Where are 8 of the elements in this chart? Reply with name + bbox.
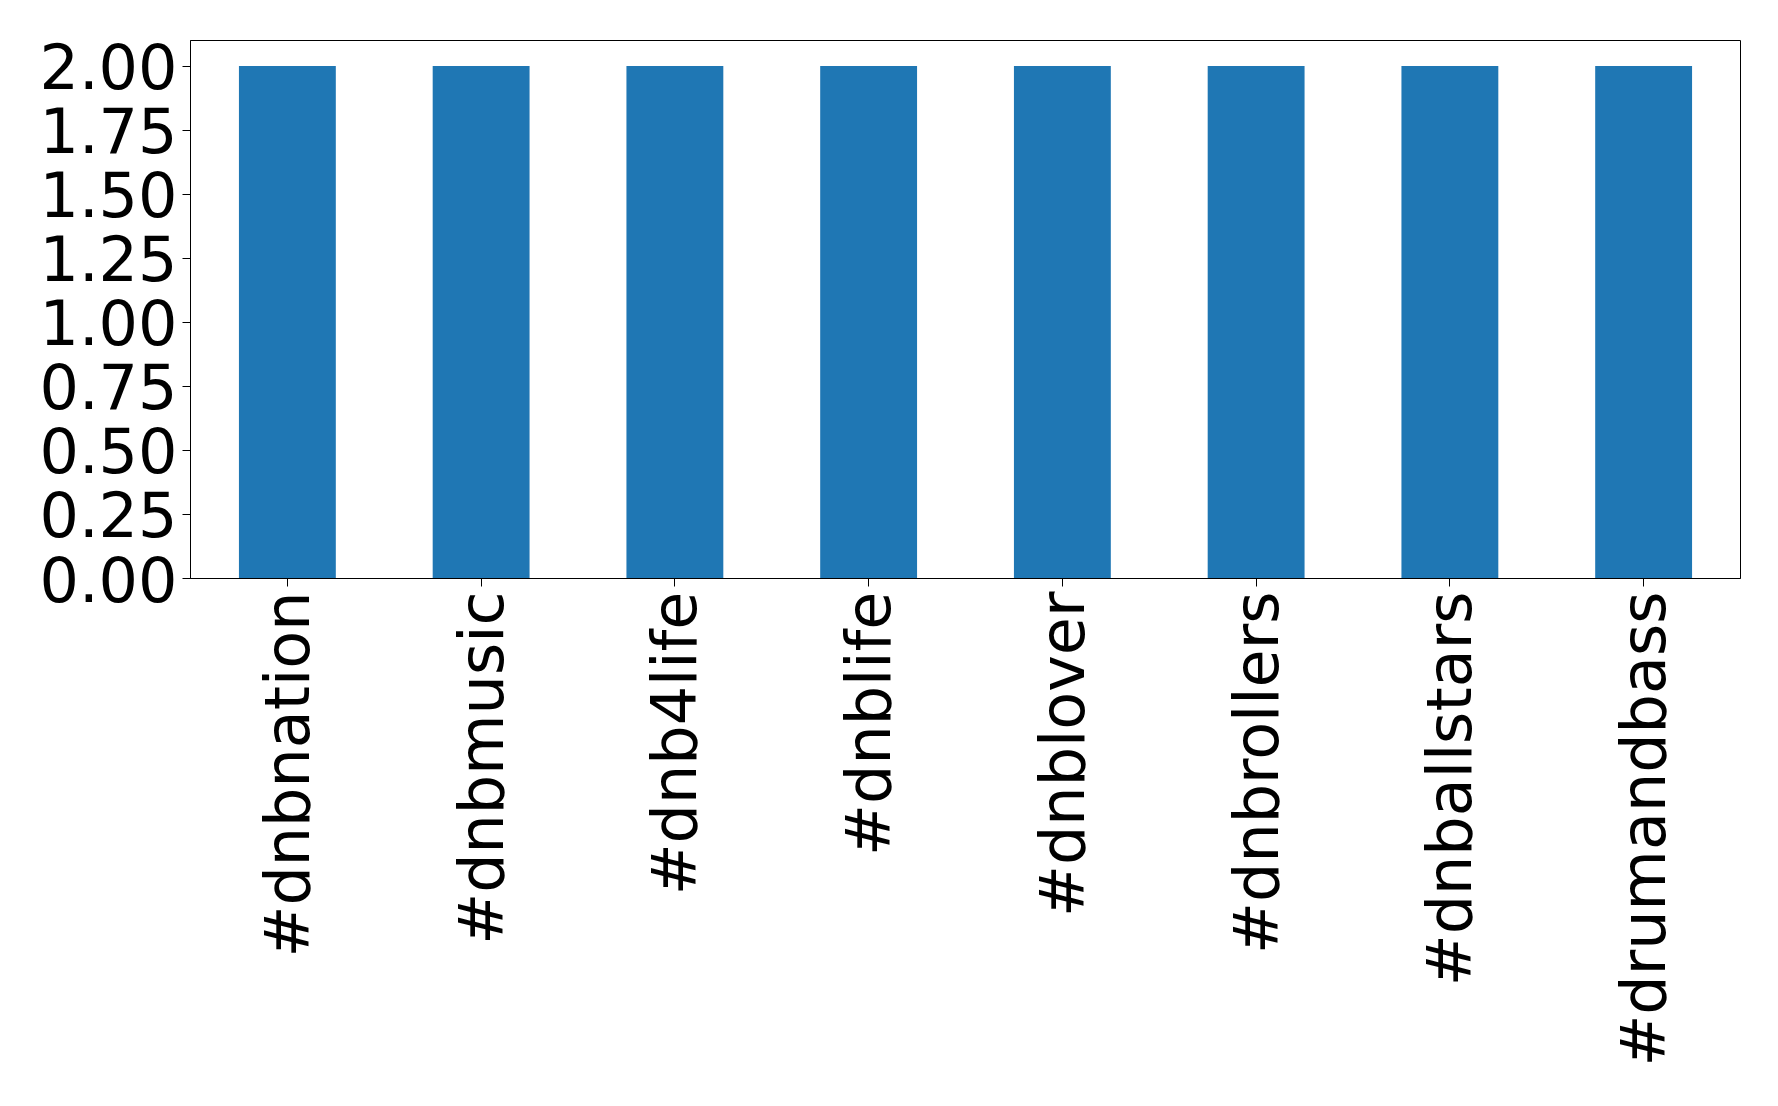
x-tick-label: #dnblover — [1025, 590, 1099, 917]
x-tick-label: #dnbrollers — [1219, 591, 1293, 954]
x-tick-label: #dnbnation — [250, 591, 324, 958]
x-tick-label: #dnbmusic — [444, 591, 518, 945]
x-tick-label: #drumandbass — [1607, 591, 1681, 1067]
x-tick-label: #dnblife — [832, 591, 906, 856]
x-tick-label: #dnb4life — [638, 591, 712, 896]
x-tick-label: #dnballstars — [1413, 591, 1487, 987]
